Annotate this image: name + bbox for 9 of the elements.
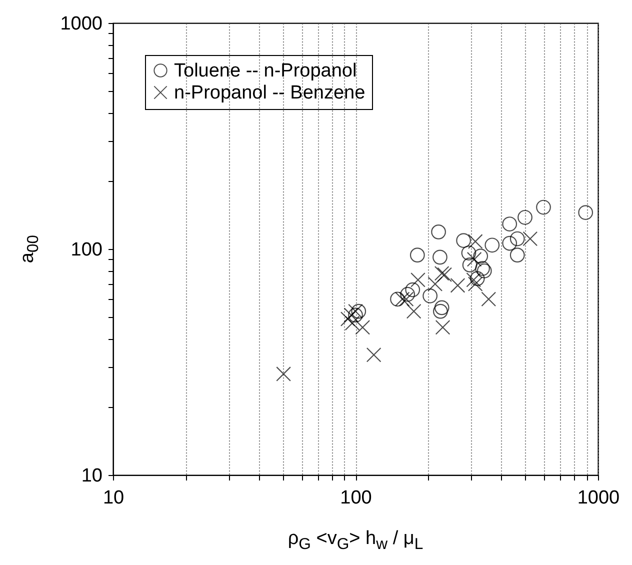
legend-label: n-Propanol -- Benzene bbox=[174, 82, 366, 104]
x-tick-label: 10 bbox=[102, 488, 124, 508]
legend-label: Toluene -- n-Propanol bbox=[174, 60, 357, 82]
x-tick-label: 1000 bbox=[577, 488, 620, 508]
y-tick-label: 1000 bbox=[60, 14, 102, 34]
y-tick-label: 100 bbox=[70, 240, 102, 260]
x-tick-label: 100 bbox=[340, 488, 372, 508]
y-tick-label: 10 bbox=[81, 466, 102, 486]
x-axis-title: ρ$_{G}$ <v$_{G}$> h$_{w}$ / μ$_{L}$ bbox=[286, 528, 424, 554]
